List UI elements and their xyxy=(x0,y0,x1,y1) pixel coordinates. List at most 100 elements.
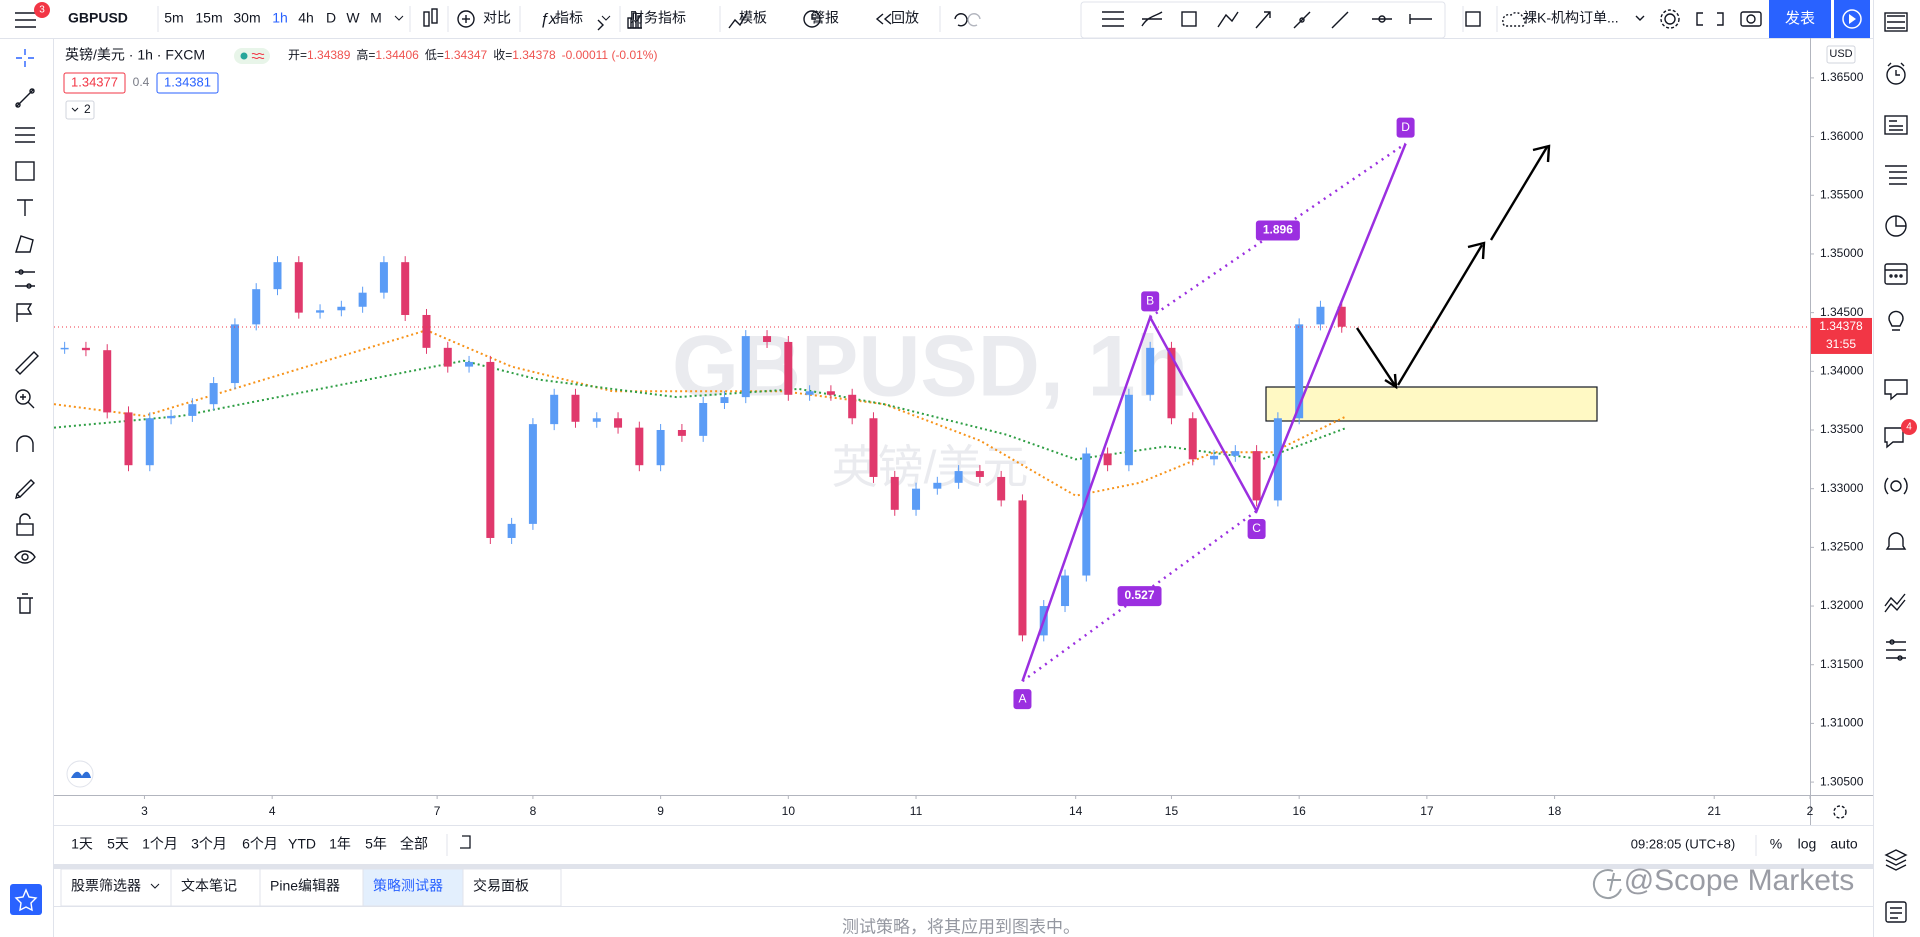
panel-tab-label[interactable]: Pine编辑器 xyxy=(270,878,340,894)
interval-button[interactable]: M xyxy=(370,10,382,26)
x-tick-label: 8 xyxy=(530,804,537,818)
scale-mode[interactable]: auto xyxy=(1830,836,1857,852)
interval-button[interactable]: 5m xyxy=(164,10,183,26)
scale-mode[interactable]: log xyxy=(1798,836,1817,852)
candle xyxy=(1167,347,1176,419)
interval-button[interactable]: 1h xyxy=(272,10,288,26)
fx-icon: ƒx xyxy=(540,11,558,28)
bid-price[interactable]: 1.34377 xyxy=(71,74,118,89)
candle xyxy=(273,262,282,290)
panel-message: 测试策略，将其应用到图表中。 xyxy=(842,917,1080,936)
projection-arrows xyxy=(1355,144,1551,390)
range-button[interactable]: 5年 xyxy=(365,836,387,852)
range-button[interactable]: YTD xyxy=(288,836,316,852)
candle xyxy=(592,418,601,422)
publish-button[interactable] xyxy=(1769,0,1831,38)
toolbar-button[interactable]: 警报 xyxy=(811,10,839,26)
ask-box xyxy=(156,72,219,94)
notification-count: 4 xyxy=(1906,422,1912,433)
notification-badge xyxy=(1901,419,1917,435)
bid-box xyxy=(63,72,126,94)
menu-icon[interactable] xyxy=(15,12,36,28)
interval-button[interactable]: W xyxy=(346,10,360,26)
interval-button[interactable]: D xyxy=(326,10,336,26)
panel-tab-label[interactable]: 交易面板 xyxy=(473,878,529,894)
panel-tab-label[interactable]: 文本笔记 xyxy=(181,878,237,894)
range-button[interactable]: 1天 xyxy=(71,836,93,852)
toolbar-button[interactable]: 对比 xyxy=(483,10,511,26)
brand-logo xyxy=(1592,869,1622,899)
candle xyxy=(656,429,665,466)
order-block-zone xyxy=(1265,386,1598,422)
candle xyxy=(401,262,410,315)
candle xyxy=(167,415,176,419)
range-button[interactable]: 全部 xyxy=(400,836,428,852)
ask-price[interactable]: 1.34381 xyxy=(164,74,211,89)
legend-ohlc-label: 高= xyxy=(356,47,375,62)
badge-count: 3 xyxy=(39,5,45,16)
legend-ohlc-label: 收= xyxy=(493,48,512,62)
legend-ohlc-value: 1.34378 xyxy=(512,48,556,62)
candle xyxy=(1295,324,1304,419)
last-price-label: 1.34378 xyxy=(1819,319,1863,333)
currency-box xyxy=(1826,45,1856,64)
candle xyxy=(933,482,942,489)
candle xyxy=(763,336,772,342)
collapse-box[interactable] xyxy=(65,100,95,120)
candle xyxy=(975,471,984,477)
goto-date-icon[interactable] xyxy=(460,835,471,849)
interval-button[interactable]: 4h xyxy=(298,10,314,26)
candle xyxy=(869,418,878,477)
status-wave xyxy=(251,52,265,60)
panel-tab[interactable] xyxy=(462,868,562,907)
x-tick-label: 15 xyxy=(1165,804,1179,818)
range-button[interactable]: 6个月 xyxy=(242,836,278,852)
x-tick-label: 17 xyxy=(1420,804,1434,818)
candle xyxy=(1231,451,1240,456)
y-tick-label: 1.30500 xyxy=(1820,774,1864,788)
y-tick-label: 1.36500 xyxy=(1820,70,1864,84)
range-button[interactable]: 1个月 xyxy=(142,836,178,852)
candle xyxy=(848,394,857,419)
y-tick-label: 1.35500 xyxy=(1820,187,1864,201)
countdown: 31:55 xyxy=(1826,337,1856,351)
x-tick-label: 18 xyxy=(1548,804,1562,818)
panel-tab-label[interactable]: 股票筛选器 xyxy=(71,878,141,894)
pattern-leg xyxy=(1021,143,1407,682)
candle xyxy=(826,391,835,395)
interval-button[interactable]: 30m xyxy=(233,10,260,26)
toolbar-button[interactable]: 指标 xyxy=(555,10,583,26)
x-tick-label: 2 xyxy=(1807,804,1814,818)
point-box xyxy=(1247,518,1266,539)
candle xyxy=(550,394,559,425)
candle xyxy=(784,341,793,395)
candle xyxy=(252,289,261,325)
toolbar-button[interactable]: 模板 xyxy=(739,10,767,26)
y-tick-label: 1.31500 xyxy=(1820,657,1864,671)
interval-button[interactable]: 15m xyxy=(195,10,222,26)
range-button[interactable]: 5天 xyxy=(107,836,129,852)
drawing-tool-icons xyxy=(1102,11,1432,29)
symbol[interactable]: GBPUSD xyxy=(68,10,128,26)
settings-icon[interactable] xyxy=(1833,805,1847,819)
candle xyxy=(1316,306,1325,325)
toolbar-button[interactable]: 财务指标 xyxy=(630,10,686,26)
scale-mode[interactable]: % xyxy=(1770,836,1782,852)
layout-name[interactable]: 裸K-机构订单... xyxy=(1523,10,1619,26)
toolbar-icons: ƒx xyxy=(423,8,1762,31)
panel-tab-label[interactable]: 策略测试器 xyxy=(373,878,443,894)
range-button[interactable]: 3个月 xyxy=(191,836,227,852)
star-icon xyxy=(14,888,38,912)
toolbar-separators xyxy=(157,6,1498,32)
publish-label[interactable]: 发表 xyxy=(1785,10,1815,27)
candle xyxy=(1082,453,1091,576)
y-tick-label: 1.32500 xyxy=(1820,540,1864,554)
toolbar-button[interactable]: 回放 xyxy=(891,10,919,26)
panel-tab[interactable] xyxy=(60,868,180,907)
range-button[interactable]: 1年 xyxy=(329,836,351,852)
favorites-button[interactable] xyxy=(10,884,42,915)
ratio-label: 1.896 xyxy=(1263,223,1293,237)
legend-ohlc-value: 1.34406 xyxy=(375,48,419,62)
candle xyxy=(805,391,814,395)
